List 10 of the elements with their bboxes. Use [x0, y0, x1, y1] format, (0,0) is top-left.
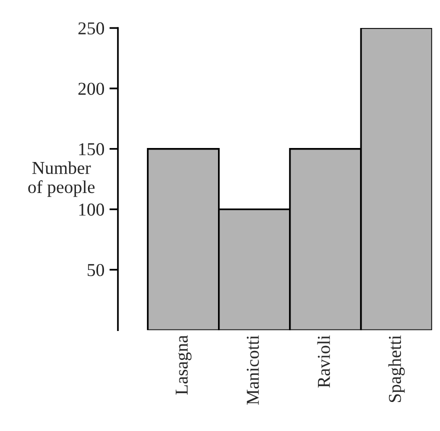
y-tick-label: 200: [78, 82, 104, 95]
x-tick-label: Spaghetti: [388, 335, 405, 402]
y-tick-label: 250: [78, 22, 104, 34]
x-tick-label: Lasagna: [176, 335, 192, 395]
y-axis-title: Number of people: [28, 161, 95, 197]
x-tick-label: Manicotti: [246, 335, 259, 405]
y-tick-label: 50: [88, 264, 104, 276]
y-tick-label: 150: [79, 143, 104, 156]
y-tick-label: 100: [79, 204, 104, 216]
x-tick-label: Ravioli: [317, 335, 330, 388]
